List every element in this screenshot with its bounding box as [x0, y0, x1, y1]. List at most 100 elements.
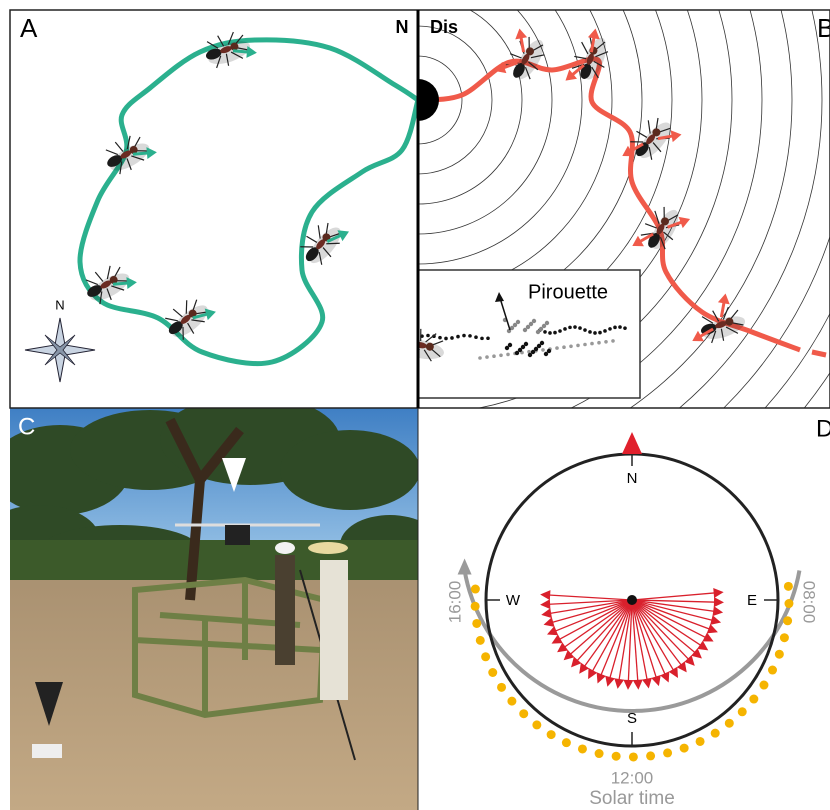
- sun-position: [471, 602, 480, 611]
- sun-position: [738, 707, 747, 716]
- panel-label: A: [20, 13, 38, 43]
- sun-position: [562, 738, 571, 747]
- pirouette-dot: [505, 346, 509, 350]
- sun-position: [783, 616, 792, 625]
- trail-dot: [611, 339, 615, 343]
- sensor: [32, 744, 62, 758]
- west-label: W: [506, 592, 521, 609]
- tree-canopy: [280, 430, 420, 510]
- trail-dot: [444, 337, 448, 341]
- trail-dot: [426, 334, 430, 338]
- sun-position: [775, 650, 784, 659]
- trail-dot: [588, 330, 592, 334]
- sun-position: [476, 636, 485, 645]
- trail-dot: [603, 329, 607, 333]
- trail-dot: [613, 326, 617, 330]
- north-label: N: [396, 17, 409, 37]
- trail-dot: [583, 343, 587, 347]
- trail-dot: [438, 336, 442, 340]
- sun-position: [471, 585, 480, 594]
- trail-dot: [576, 344, 580, 348]
- arena-center: [627, 595, 637, 605]
- trail-dot: [573, 325, 577, 329]
- sun-position: [663, 748, 672, 757]
- trail-dot: [541, 348, 545, 352]
- figure: NANPirouetteDisBCNWES16:0008:0012:00Sola…: [0, 0, 830, 810]
- trail-dot: [598, 331, 602, 335]
- trail-dot: [555, 346, 559, 350]
- inset-label: Pirouette: [528, 281, 608, 303]
- sun-position: [780, 633, 789, 642]
- trail-dot: [568, 326, 572, 330]
- sun-position: [749, 695, 758, 704]
- trail-dot: [506, 353, 510, 357]
- trail-dot: [480, 337, 484, 341]
- trail-dot: [623, 326, 627, 330]
- path-dash: [812, 352, 826, 355]
- trail-dot: [604, 340, 608, 344]
- axis-label: Solar time: [589, 788, 675, 809]
- pirouette-dot: [528, 353, 532, 357]
- trail-dot: [468, 334, 472, 338]
- sun-position: [680, 744, 689, 753]
- panel-label: B: [817, 13, 830, 43]
- sun-position: [507, 697, 516, 706]
- trail-dot: [597, 341, 601, 345]
- sun-position: [629, 752, 638, 761]
- sun-position: [768, 666, 777, 675]
- trail-dot: [618, 325, 622, 329]
- trail-dot: [563, 327, 567, 331]
- hat: [308, 542, 348, 554]
- trail-dot: [492, 354, 496, 358]
- trail-dot: [485, 355, 489, 359]
- shrubs: [10, 540, 418, 580]
- panel-d: NWES16:0008:0012:00Solar timeD: [418, 408, 830, 810]
- time-label: 08:00: [800, 581, 819, 624]
- sun-position: [532, 720, 541, 729]
- trail-dot: [553, 331, 557, 335]
- trail-dot: [499, 354, 503, 358]
- sun-position: [488, 668, 497, 677]
- south-label: S: [627, 710, 637, 727]
- trail-dot: [583, 328, 587, 332]
- trail-dot: [558, 329, 562, 333]
- sun-position: [759, 681, 768, 690]
- panel-label: C: [18, 413, 35, 440]
- sun-position: [519, 709, 528, 718]
- pirouette-dot: [515, 351, 519, 355]
- pirouette-dot: [544, 352, 548, 356]
- trail-dot: [456, 335, 460, 339]
- sun-position: [595, 749, 604, 758]
- arrow-shaft: [133, 153, 149, 154]
- trail-dot: [543, 330, 547, 334]
- sun-position: [612, 752, 621, 761]
- sun-position: [497, 683, 506, 692]
- sun-position: [725, 719, 734, 728]
- ground: [10, 565, 418, 810]
- trail-dot: [593, 331, 597, 335]
- trail-dot: [462, 334, 466, 338]
- page: {"panels": { "a": {"label": "A", "north"…: [0, 0, 830, 810]
- time-label: 16:00: [445, 581, 464, 624]
- sun-position: [696, 737, 705, 746]
- sun-position: [472, 619, 481, 628]
- sun-position: [547, 730, 556, 739]
- trail-dot: [548, 331, 552, 335]
- trail-dot: [450, 336, 454, 340]
- sun-position: [578, 744, 587, 753]
- pirouette-dot: [536, 330, 540, 334]
- sun-position: [646, 751, 655, 760]
- trail-dot: [474, 335, 478, 339]
- east-label: E: [747, 592, 757, 609]
- arrow-shaft: [113, 283, 129, 284]
- trail-dot: [562, 345, 566, 349]
- sun-position: [481, 652, 490, 661]
- panel-a: NAN: [10, 10, 418, 408]
- pirouette-dot: [523, 328, 527, 332]
- distance-label: Dis: [430, 17, 458, 37]
- trail-dot: [478, 356, 482, 360]
- hat: [275, 542, 295, 554]
- north-label: N: [627, 470, 638, 487]
- sun-position: [784, 599, 793, 608]
- arrow-shaft: [233, 51, 249, 52]
